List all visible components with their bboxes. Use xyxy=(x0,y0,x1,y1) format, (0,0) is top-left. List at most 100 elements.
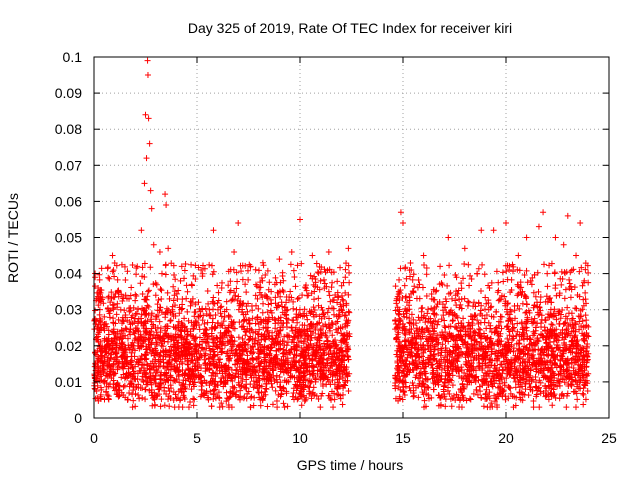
data-point xyxy=(242,281,249,288)
data-point xyxy=(161,402,168,409)
data-point xyxy=(585,269,592,276)
data-point xyxy=(154,341,161,348)
data-point xyxy=(294,296,301,303)
data-point xyxy=(139,291,146,298)
data-point xyxy=(557,363,564,370)
data-point xyxy=(283,342,290,349)
data-point xyxy=(286,349,293,356)
data-point xyxy=(105,294,112,301)
data-point xyxy=(258,274,265,281)
data-point xyxy=(97,297,104,304)
data-point xyxy=(396,276,403,283)
data-point xyxy=(210,227,217,234)
data-point xyxy=(210,294,217,301)
data-point xyxy=(264,327,271,334)
data-point xyxy=(209,271,216,278)
data-point xyxy=(231,248,238,255)
data-point xyxy=(558,281,565,288)
data-point xyxy=(113,311,120,318)
data-point xyxy=(120,334,127,341)
data-point xyxy=(105,327,112,334)
data-point xyxy=(243,376,250,383)
data-point xyxy=(278,320,285,327)
data-point xyxy=(159,356,166,363)
data-point xyxy=(189,373,196,380)
data-point xyxy=(158,396,165,403)
data-point xyxy=(139,394,146,401)
data-point xyxy=(109,252,116,259)
data-point xyxy=(165,245,172,252)
data-point xyxy=(186,381,193,388)
data-point xyxy=(333,326,340,333)
data-point xyxy=(338,357,345,364)
data-point xyxy=(309,252,316,259)
data-point xyxy=(120,383,127,390)
data-point xyxy=(342,274,349,281)
data-point xyxy=(343,364,350,371)
data-point xyxy=(161,387,168,394)
data-point xyxy=(189,356,196,363)
data-point xyxy=(316,286,323,293)
data-point xyxy=(128,349,135,356)
data-point xyxy=(252,281,259,288)
data-point xyxy=(503,220,509,227)
data-point xyxy=(467,272,474,279)
data-point xyxy=(567,294,574,301)
data-point xyxy=(335,365,342,372)
data-point xyxy=(328,284,335,291)
data-point xyxy=(135,361,142,368)
data-point xyxy=(314,370,321,377)
data-point xyxy=(315,331,322,338)
x-tick-label: 5 xyxy=(193,430,201,446)
y-tick-label: 0.01 xyxy=(55,374,82,390)
data-point xyxy=(96,271,103,278)
data-point xyxy=(207,388,214,395)
data-point xyxy=(331,396,338,403)
data-point xyxy=(148,205,155,212)
y-tick-label: 0.04 xyxy=(55,266,82,282)
data-point xyxy=(142,351,149,358)
data-point xyxy=(145,288,152,295)
data-point xyxy=(223,398,230,405)
data-point xyxy=(263,344,270,351)
data-point xyxy=(210,375,217,382)
data-point xyxy=(191,396,198,403)
data-point xyxy=(258,331,265,338)
data-point xyxy=(218,322,225,329)
data-point xyxy=(205,300,212,307)
data-point xyxy=(127,304,134,311)
data-point xyxy=(252,368,259,375)
data-point xyxy=(234,353,241,360)
data-point xyxy=(145,115,152,122)
data-point xyxy=(411,283,418,290)
data-point xyxy=(132,376,139,383)
data-point xyxy=(208,403,215,410)
data-point xyxy=(137,315,144,322)
data-point xyxy=(243,348,250,355)
data-point xyxy=(287,361,294,368)
data-point xyxy=(206,261,213,268)
data-point xyxy=(146,374,153,381)
data-point xyxy=(163,202,170,209)
data-point xyxy=(250,378,257,385)
data-point xyxy=(270,367,277,374)
data-point xyxy=(304,336,311,343)
data-point xyxy=(319,322,326,329)
data-point xyxy=(503,268,510,275)
data-point xyxy=(397,209,404,216)
data-point xyxy=(155,297,162,303)
data-point xyxy=(227,278,234,285)
data-point xyxy=(165,396,172,403)
data-point xyxy=(133,384,140,391)
data-point xyxy=(181,267,188,274)
data-point xyxy=(218,362,225,369)
data-point xyxy=(128,380,135,387)
data-point xyxy=(204,288,211,294)
data-point xyxy=(142,111,149,118)
data-point xyxy=(170,396,177,403)
data-point xyxy=(320,310,327,317)
data-point xyxy=(222,374,229,381)
data-point xyxy=(320,364,327,371)
data-point xyxy=(189,282,196,289)
data-point xyxy=(445,234,452,241)
